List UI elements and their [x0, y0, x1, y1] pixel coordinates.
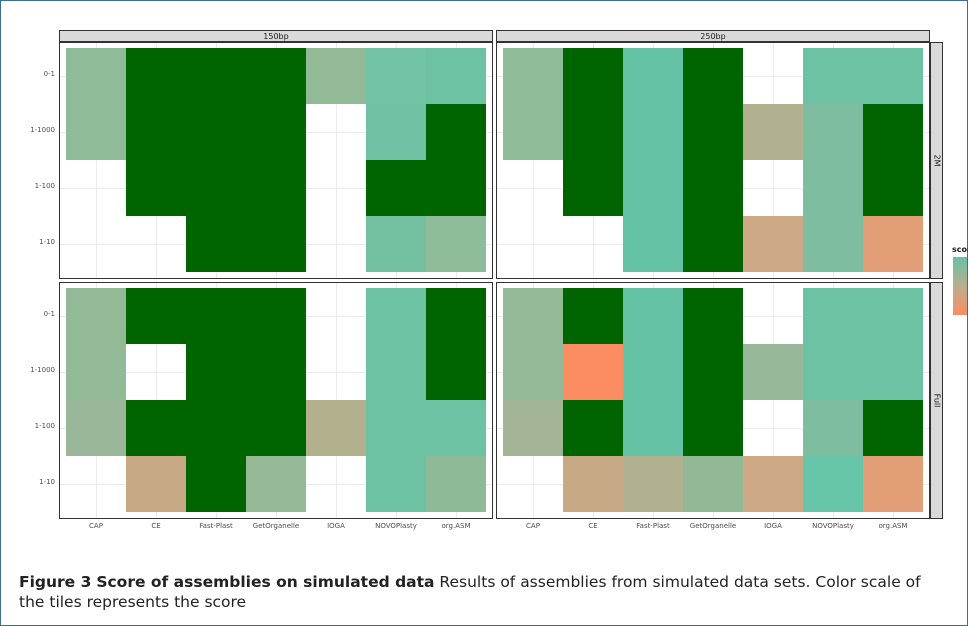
- heatmap-tile: [863, 104, 923, 216]
- x-tick-label: CE: [588, 522, 598, 530]
- heatmap-tile: [563, 400, 623, 456]
- heatmap-tile: [306, 400, 366, 456]
- heatmap-tile: [186, 48, 246, 272]
- gridline-vertical: [773, 43, 774, 278]
- legend-color-bar: [953, 257, 967, 315]
- heatmap-tile: [366, 160, 426, 216]
- heatmap-tile: [563, 456, 623, 512]
- y-tick-label: 1-100: [34, 422, 55, 430]
- y-tick-label: 1-10: [39, 238, 55, 246]
- facet-label-2M: 2M: [932, 154, 941, 167]
- panel-250bp-2M: [496, 42, 930, 279]
- heatmap-tile: [743, 104, 803, 160]
- x-tick-label: NOVOPlasty: [375, 522, 417, 530]
- heatmap-tile: [563, 344, 623, 400]
- heatmap-tile: [863, 288, 923, 400]
- heatmap-tile: [803, 104, 863, 272]
- heatmap-tile: [366, 288, 426, 512]
- heatmap-tile: [803, 48, 863, 104]
- facet-strip-Full: Full: [930, 282, 943, 519]
- x-tick-label: IOGA: [764, 522, 782, 530]
- x-tick-label: CAP: [89, 522, 103, 530]
- gridline-vertical: [96, 43, 97, 278]
- heatmap-tile: [426, 456, 486, 512]
- heatmap-tile: [563, 48, 623, 216]
- heatmap-tile: [743, 456, 803, 512]
- heatmap-tile: [126, 48, 186, 216]
- caption-body: Results of assemblies from simulated dat…: [19, 573, 921, 611]
- heatmap-tile: [126, 288, 186, 344]
- caption-label: Figure 3: [19, 573, 92, 591]
- heatmap-tile: [683, 48, 743, 272]
- heatmap-tile: [503, 48, 563, 160]
- figure-caption: Figure 3 Score of assemblies on simulate…: [19, 572, 949, 612]
- heatmap-tile: [623, 48, 683, 272]
- heatmap-tile: [743, 216, 803, 272]
- heatmap-tile: [803, 456, 863, 512]
- heatmap-tile: [803, 400, 863, 456]
- x-tick-label: org.ASM: [878, 522, 908, 530]
- x-tick-label: GetOrganelle: [252, 522, 300, 530]
- x-tick-label: GetOrganelle: [689, 522, 737, 530]
- heatmap-tile: [126, 456, 186, 512]
- x-tick-label: NOVOPlasty: [812, 522, 854, 530]
- heatmap-tile: [366, 48, 426, 104]
- gridline-vertical: [336, 43, 337, 278]
- y-tick-label: 1-10: [39, 478, 55, 486]
- heatmap-tile: [246, 456, 306, 512]
- facet-strip-150bp: 150bp: [59, 30, 493, 42]
- heatmap-tile: [426, 104, 486, 216]
- heatmap-tile: [623, 288, 683, 456]
- heatmap-tile: [623, 456, 683, 512]
- heatmap-tile: [863, 216, 923, 272]
- x-tick-label: org.ASM: [441, 522, 471, 530]
- heatmap-tile: [426, 288, 486, 400]
- facet-label-150bp: 150bp: [263, 31, 289, 41]
- heatmap-tile: [246, 288, 306, 456]
- heatmap-tile: [426, 48, 486, 104]
- heatmap-tile: [803, 288, 863, 400]
- x-tick-label: Fast-Plast: [636, 522, 670, 530]
- heatmap-tile: [503, 400, 563, 456]
- gridline-vertical: [773, 283, 774, 518]
- heatmap-tile: [426, 400, 486, 456]
- heatmap-tile: [246, 48, 306, 272]
- caption-title: Score of assemblies on simulated data: [96, 573, 435, 591]
- heatmap-tile: [863, 48, 923, 104]
- panel-150bp-2M: [59, 42, 493, 279]
- facet-strip-2M: 2M: [930, 42, 943, 279]
- heatmap-tile: [683, 456, 743, 512]
- heatmap-tile: [186, 288, 246, 512]
- heatmap-tile: [503, 288, 563, 400]
- heatmap-tile: [563, 288, 623, 344]
- heatmap-tile: [683, 288, 743, 456]
- heatmap-tile: [743, 344, 803, 400]
- x-tick-label: IOGA: [327, 522, 345, 530]
- panel-150bp-Full: [59, 282, 493, 519]
- legend-title: score: [952, 245, 968, 254]
- heatmap-tile: [306, 48, 366, 104]
- y-tick-label: 0-1: [43, 70, 55, 78]
- heatmap-tile: [863, 456, 923, 512]
- gridline-vertical: [533, 43, 534, 278]
- heatmap-tile: [366, 104, 426, 160]
- panel-250bp-Full: [496, 282, 930, 519]
- y-tick-label: 1-100: [34, 182, 55, 190]
- heatmap-tile: [366, 216, 426, 272]
- heatmap-tile: [126, 400, 186, 456]
- y-tick-label: 1-1000: [30, 366, 55, 374]
- y-tick-label: 0-1: [43, 310, 55, 318]
- x-tick-label: CAP: [526, 522, 540, 530]
- x-tick-label: CE: [151, 522, 161, 530]
- heatmap-tile: [863, 400, 923, 456]
- facet-strip-250bp: 250bp: [496, 30, 930, 42]
- y-tick-label: 1-1000: [30, 126, 55, 134]
- facet-label-250bp: 250bp: [700, 31, 726, 41]
- facet-label-Full: Full: [932, 393, 941, 408]
- heatmap-tile: [66, 400, 126, 456]
- x-tick-label: Fast-Plast: [199, 522, 233, 530]
- heatmap-tile: [66, 48, 126, 160]
- heatmap-tile: [426, 216, 486, 272]
- heatmap-tile: [66, 288, 126, 400]
